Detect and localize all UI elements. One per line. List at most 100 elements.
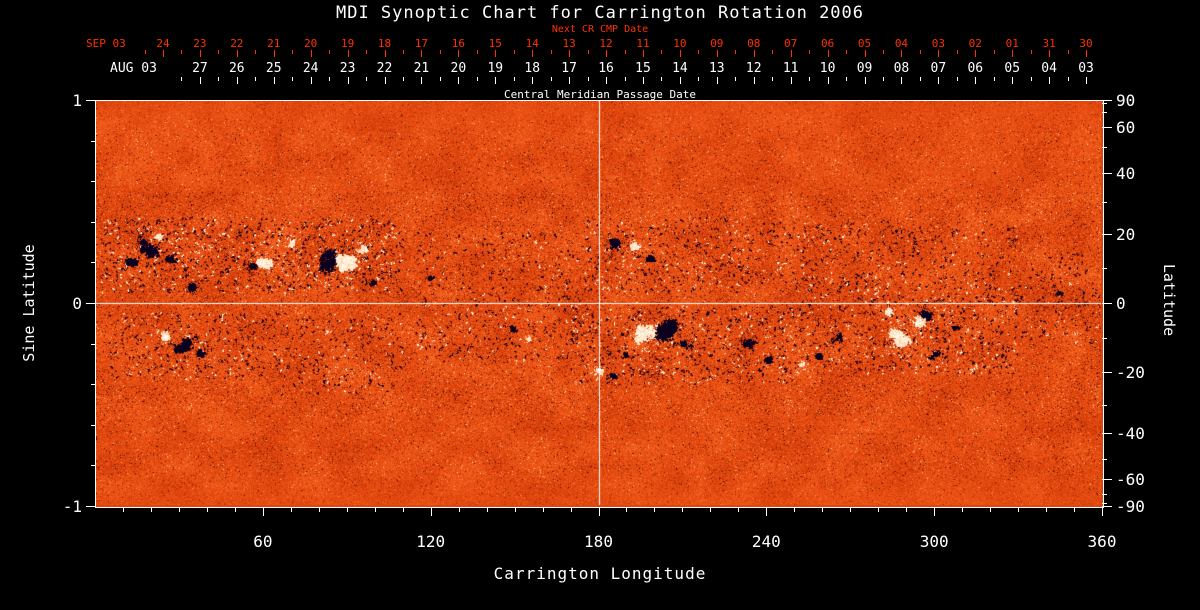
y-right-minor-tick <box>1102 404 1107 406</box>
x-minor-tick <box>150 508 152 512</box>
date-tickmark <box>642 77 644 84</box>
x-minor-tick <box>850 508 852 512</box>
date-tick-label: 12 <box>599 37 613 50</box>
y-right-tick <box>1102 127 1112 129</box>
date-tickmark <box>347 50 349 57</box>
y-right-minor-tick <box>1102 103 1107 105</box>
date-tickmark <box>236 77 238 84</box>
date-tick-label: 31 <box>1042 37 1056 50</box>
y-left-minor-tick <box>91 384 95 386</box>
date-tick-label: 14 <box>672 61 688 76</box>
y-right-tick <box>1102 506 1112 507</box>
date-tick-label: 03 <box>931 37 945 50</box>
x-minor-tick <box>570 508 572 512</box>
y-left-tick-label: -1 <box>62 497 82 516</box>
x-minor-tick <box>374 508 376 512</box>
date-tickmark <box>901 77 903 84</box>
x-minor-tick <box>346 508 348 512</box>
date-tick-label: 08 <box>747 37 761 50</box>
date-minor-tickmark <box>587 50 589 54</box>
date-tick-label: 30 <box>1079 37 1093 50</box>
y-right-tick <box>1102 233 1112 235</box>
date-tick-label: 13 <box>562 37 576 50</box>
date-tick-label: 20 <box>304 37 318 50</box>
date-tickmark <box>901 50 903 57</box>
x-minor-tick <box>234 508 236 512</box>
date-tickmark <box>938 77 940 84</box>
date-minor-tickmark <box>476 77 478 81</box>
date-tickmark <box>938 50 940 57</box>
date-tick-label: 04 <box>894 37 909 50</box>
date-minor-tickmark <box>956 50 958 54</box>
date-minor-tickmark <box>513 77 515 81</box>
date-minor-tickmark <box>772 50 774 54</box>
date-minor-tickmark <box>402 77 404 81</box>
date-minor-tickmark <box>439 50 441 54</box>
date-tick-label: 24 <box>156 37 170 50</box>
cmp-axis-title: Central Meridian Passage Date <box>503 88 697 101</box>
date-minor-tickmark <box>439 77 441 81</box>
date-minor-tickmark <box>218 50 220 54</box>
x-minor-tick <box>178 508 180 512</box>
date-tickmark <box>199 77 201 84</box>
date-minor-tickmark <box>624 50 626 54</box>
date-tickmark <box>975 50 977 57</box>
date-tick-label: 27 <box>192 61 208 76</box>
x-major-tick <box>262 508 264 516</box>
y-right-tick <box>1102 172 1112 174</box>
date-minor-tickmark <box>882 50 884 54</box>
date-tick-label: 16 <box>451 37 465 50</box>
date-tick-label: 22 <box>376 61 393 76</box>
x-minor-tick <box>794 508 796 512</box>
date-tickmark <box>975 77 977 84</box>
y-left-minor-tick <box>91 221 95 223</box>
x-minor-tick <box>822 508 824 512</box>
date-minor-tickmark <box>772 77 774 81</box>
next-cr-month-label: SEP 03 <box>86 37 126 50</box>
date-minor-tickmark <box>587 77 589 81</box>
y-left-tick-label: 0 <box>72 294 82 313</box>
date-minor-tickmark <box>144 50 146 54</box>
date-tickmark <box>1049 77 1051 84</box>
y-right-tick <box>1102 100 1112 101</box>
date-minor-tickmark <box>329 77 331 81</box>
date-tickmark <box>569 77 571 84</box>
date-tick-label: 17 <box>414 37 429 50</box>
date-tickmark <box>790 77 792 84</box>
date-minor-tickmark <box>366 50 368 54</box>
date-minor-tickmark <box>919 50 921 54</box>
date-minor-tickmark <box>735 77 737 81</box>
y-left-tick-label: 1 <box>72 91 82 110</box>
date-minor-tickmark <box>292 50 294 54</box>
date-tick-label: 07 <box>930 61 947 76</box>
date-tick-label: 05 <box>1004 61 1021 76</box>
x-minor-tick <box>1074 508 1076 512</box>
magnetogram-plot-frame <box>95 100 1104 508</box>
date-tickmark <box>421 77 423 84</box>
x-minor-tick <box>738 508 740 512</box>
magnetogram-image <box>96 101 1101 505</box>
y-right-tick-label: -20 <box>1116 363 1145 383</box>
date-tick-label: 23 <box>339 61 356 76</box>
x-minor-tick <box>1018 508 1020 512</box>
y-right-tick-label: 40 <box>1116 163 1136 183</box>
x-axis-title: Carrington Longitude <box>493 564 707 583</box>
date-tick-label: 18 <box>377 37 392 50</box>
date-minor-tickmark <box>1067 50 1069 54</box>
y-right-tick-label: -90 <box>1116 497 1145 516</box>
date-tick-label: 11 <box>782 61 799 76</box>
y-right-tick-label: 60 <box>1116 118 1136 138</box>
date-minor-tickmark <box>1067 77 1069 81</box>
cmp-month-label: AUG 03 <box>110 61 157 76</box>
date-minor-tickmark <box>513 50 515 54</box>
date-tickmark <box>458 77 460 84</box>
date-tickmark <box>569 50 571 57</box>
x-minor-tick <box>906 508 908 512</box>
date-tick-label: 08 <box>893 61 910 76</box>
date-tick-label: 04 <box>1041 61 1057 76</box>
y-right-minor-tick <box>1102 458 1107 460</box>
date-tickmark <box>753 50 755 57</box>
date-tick-label: 06 <box>967 61 984 76</box>
date-tickmark <box>310 50 312 57</box>
